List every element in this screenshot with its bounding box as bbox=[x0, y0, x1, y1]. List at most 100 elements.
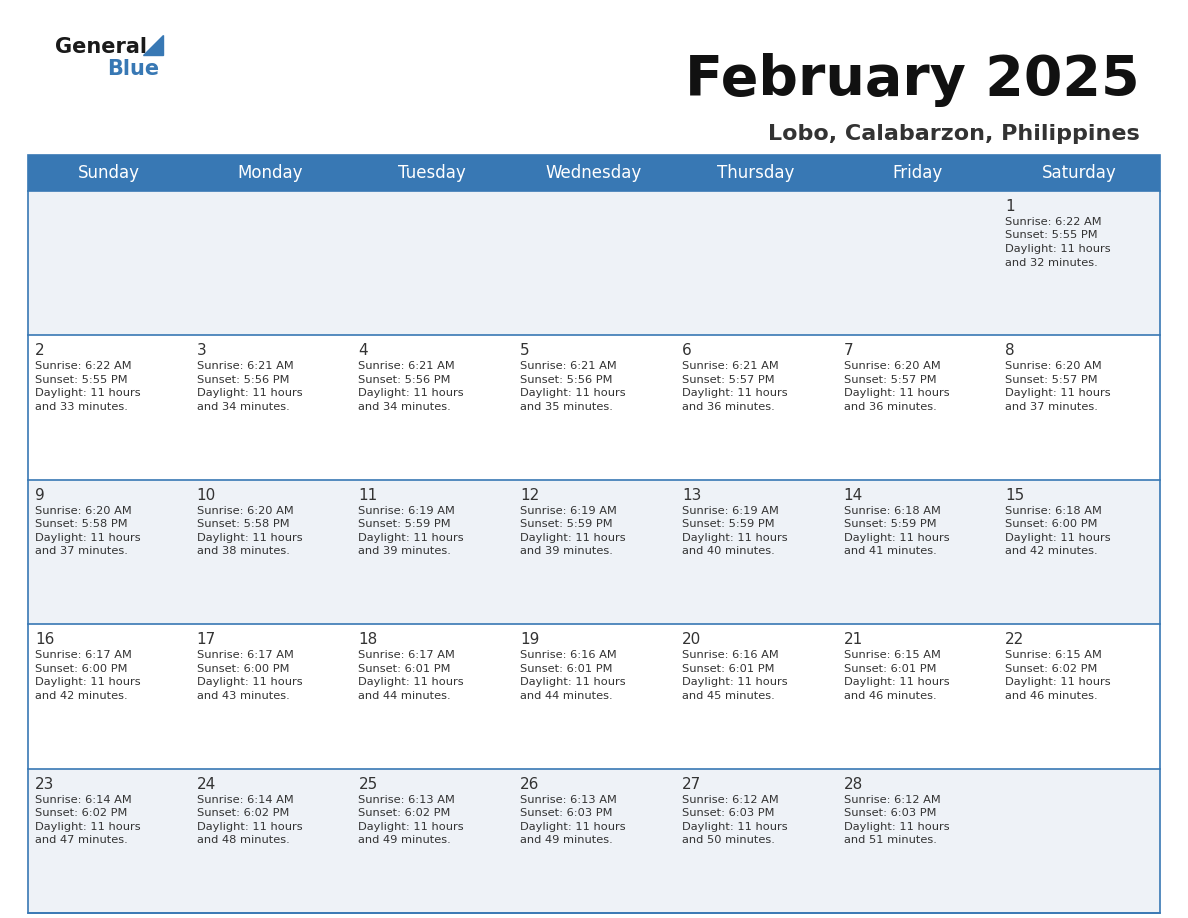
Text: 11: 11 bbox=[359, 487, 378, 503]
Text: 9: 9 bbox=[34, 487, 45, 503]
Text: Sunrise: 6:22 AM: Sunrise: 6:22 AM bbox=[34, 362, 132, 372]
Text: Sunset: 5:57 PM: Sunset: 5:57 PM bbox=[843, 375, 936, 385]
Text: 8: 8 bbox=[1005, 343, 1015, 358]
Text: Sunset: 6:03 PM: Sunset: 6:03 PM bbox=[682, 808, 775, 818]
Text: Sunrise: 6:16 AM: Sunrise: 6:16 AM bbox=[520, 650, 617, 660]
Text: 13: 13 bbox=[682, 487, 701, 503]
Text: Daylight: 11 hours: Daylight: 11 hours bbox=[682, 532, 788, 543]
Text: Daylight: 11 hours: Daylight: 11 hours bbox=[197, 677, 302, 688]
Text: 6: 6 bbox=[682, 343, 691, 358]
Text: 28: 28 bbox=[843, 777, 862, 791]
Text: Sunrise: 6:12 AM: Sunrise: 6:12 AM bbox=[843, 795, 941, 804]
Text: Sunset: 5:59 PM: Sunset: 5:59 PM bbox=[520, 520, 613, 530]
Text: Daylight: 11 hours: Daylight: 11 hours bbox=[843, 822, 949, 832]
Text: Daylight: 11 hours: Daylight: 11 hours bbox=[520, 677, 626, 688]
Text: Sunset: 5:57 PM: Sunset: 5:57 PM bbox=[682, 375, 775, 385]
Text: Daylight: 11 hours: Daylight: 11 hours bbox=[1005, 388, 1111, 398]
Text: Daylight: 11 hours: Daylight: 11 hours bbox=[843, 677, 949, 688]
Text: Sunrise: 6:20 AM: Sunrise: 6:20 AM bbox=[197, 506, 293, 516]
Text: Sunrise: 6:15 AM: Sunrise: 6:15 AM bbox=[1005, 650, 1102, 660]
FancyBboxPatch shape bbox=[29, 480, 1159, 624]
FancyBboxPatch shape bbox=[29, 191, 1159, 335]
Text: Sunset: 6:03 PM: Sunset: 6:03 PM bbox=[520, 808, 613, 818]
Text: Daylight: 11 hours: Daylight: 11 hours bbox=[34, 388, 140, 398]
Text: Daylight: 11 hours: Daylight: 11 hours bbox=[1005, 677, 1111, 688]
Text: and 51 minutes.: and 51 minutes. bbox=[843, 835, 936, 845]
Text: 10: 10 bbox=[197, 487, 216, 503]
Text: 4: 4 bbox=[359, 343, 368, 358]
Text: and 46 minutes.: and 46 minutes. bbox=[1005, 690, 1098, 700]
Text: and 45 minutes.: and 45 minutes. bbox=[682, 690, 775, 700]
Text: Sunrise: 6:17 AM: Sunrise: 6:17 AM bbox=[34, 650, 132, 660]
Text: and 41 minutes.: and 41 minutes. bbox=[843, 546, 936, 556]
Text: Sunrise: 6:18 AM: Sunrise: 6:18 AM bbox=[1005, 506, 1102, 516]
Text: 19: 19 bbox=[520, 633, 539, 647]
Text: Daylight: 11 hours: Daylight: 11 hours bbox=[197, 388, 302, 398]
Text: Sunrise: 6:16 AM: Sunrise: 6:16 AM bbox=[682, 650, 778, 660]
Text: Daylight: 11 hours: Daylight: 11 hours bbox=[34, 677, 140, 688]
Text: Sunset: 6:01 PM: Sunset: 6:01 PM bbox=[843, 664, 936, 674]
Text: and 40 minutes.: and 40 minutes. bbox=[682, 546, 775, 556]
Text: Daylight: 11 hours: Daylight: 11 hours bbox=[843, 532, 949, 543]
FancyBboxPatch shape bbox=[29, 335, 1159, 480]
Text: 15: 15 bbox=[1005, 487, 1024, 503]
Text: Sunset: 6:03 PM: Sunset: 6:03 PM bbox=[843, 808, 936, 818]
Text: and 49 minutes.: and 49 minutes. bbox=[359, 835, 451, 845]
Text: Daylight: 11 hours: Daylight: 11 hours bbox=[1005, 532, 1111, 543]
Text: Sunset: 6:02 PM: Sunset: 6:02 PM bbox=[1005, 664, 1098, 674]
Text: February 2025: February 2025 bbox=[685, 53, 1140, 107]
Text: Sunrise: 6:21 AM: Sunrise: 6:21 AM bbox=[520, 362, 617, 372]
Text: Daylight: 11 hours: Daylight: 11 hours bbox=[359, 532, 465, 543]
Text: Sunset: 5:56 PM: Sunset: 5:56 PM bbox=[520, 375, 613, 385]
Text: 22: 22 bbox=[1005, 633, 1024, 647]
Text: and 39 minutes.: and 39 minutes. bbox=[359, 546, 451, 556]
Text: Sunrise: 6:21 AM: Sunrise: 6:21 AM bbox=[359, 362, 455, 372]
Text: Sunset: 6:00 PM: Sunset: 6:00 PM bbox=[34, 664, 127, 674]
Text: Sunrise: 6:17 AM: Sunrise: 6:17 AM bbox=[359, 650, 455, 660]
Text: Daylight: 11 hours: Daylight: 11 hours bbox=[843, 388, 949, 398]
Text: Sunrise: 6:20 AM: Sunrise: 6:20 AM bbox=[843, 362, 941, 372]
Text: Sunset: 6:00 PM: Sunset: 6:00 PM bbox=[1005, 520, 1098, 530]
Text: 7: 7 bbox=[843, 343, 853, 358]
Text: Sunrise: 6:14 AM: Sunrise: 6:14 AM bbox=[197, 795, 293, 804]
Text: Sunset: 6:01 PM: Sunset: 6:01 PM bbox=[359, 664, 451, 674]
Text: 24: 24 bbox=[197, 777, 216, 791]
Text: General: General bbox=[55, 37, 147, 57]
Text: Sunrise: 6:19 AM: Sunrise: 6:19 AM bbox=[359, 506, 455, 516]
Text: 1: 1 bbox=[1005, 199, 1015, 214]
Text: 21: 21 bbox=[843, 633, 862, 647]
Text: Sunrise: 6:13 AM: Sunrise: 6:13 AM bbox=[359, 795, 455, 804]
Text: and 46 minutes.: and 46 minutes. bbox=[843, 690, 936, 700]
Text: Sunset: 5:58 PM: Sunset: 5:58 PM bbox=[34, 520, 127, 530]
Text: Daylight: 11 hours: Daylight: 11 hours bbox=[1005, 244, 1111, 254]
Text: Lobo, Calabarzon, Philippines: Lobo, Calabarzon, Philippines bbox=[769, 124, 1140, 144]
Text: Sunset: 5:56 PM: Sunset: 5:56 PM bbox=[197, 375, 289, 385]
Text: Daylight: 11 hours: Daylight: 11 hours bbox=[197, 822, 302, 832]
Text: 16: 16 bbox=[34, 633, 55, 647]
Text: Sunset: 6:02 PM: Sunset: 6:02 PM bbox=[34, 808, 127, 818]
Text: Sunrise: 6:20 AM: Sunrise: 6:20 AM bbox=[1005, 362, 1102, 372]
Text: 26: 26 bbox=[520, 777, 539, 791]
Text: and 34 minutes.: and 34 minutes. bbox=[197, 402, 290, 412]
Text: and 36 minutes.: and 36 minutes. bbox=[843, 402, 936, 412]
Text: Sunrise: 6:19 AM: Sunrise: 6:19 AM bbox=[682, 506, 778, 516]
Text: and 43 minutes.: and 43 minutes. bbox=[197, 690, 290, 700]
Text: 25: 25 bbox=[359, 777, 378, 791]
Text: Saturday: Saturday bbox=[1042, 164, 1117, 182]
Text: Daylight: 11 hours: Daylight: 11 hours bbox=[682, 677, 788, 688]
Text: Daylight: 11 hours: Daylight: 11 hours bbox=[197, 532, 302, 543]
Text: and 35 minutes.: and 35 minutes. bbox=[520, 402, 613, 412]
Text: and 37 minutes.: and 37 minutes. bbox=[1005, 402, 1098, 412]
Text: Monday: Monday bbox=[238, 164, 303, 182]
Text: Sunset: 6:02 PM: Sunset: 6:02 PM bbox=[197, 808, 289, 818]
Text: Sunrise: 6:18 AM: Sunrise: 6:18 AM bbox=[843, 506, 941, 516]
Text: 20: 20 bbox=[682, 633, 701, 647]
Text: 12: 12 bbox=[520, 487, 539, 503]
Text: Daylight: 11 hours: Daylight: 11 hours bbox=[359, 388, 465, 398]
Text: and 39 minutes.: and 39 minutes. bbox=[520, 546, 613, 556]
Text: and 37 minutes.: and 37 minutes. bbox=[34, 546, 128, 556]
Text: Sunrise: 6:21 AM: Sunrise: 6:21 AM bbox=[197, 362, 293, 372]
Text: Sunrise: 6:21 AM: Sunrise: 6:21 AM bbox=[682, 362, 778, 372]
Polygon shape bbox=[143, 35, 163, 55]
Text: Daylight: 11 hours: Daylight: 11 hours bbox=[359, 822, 465, 832]
